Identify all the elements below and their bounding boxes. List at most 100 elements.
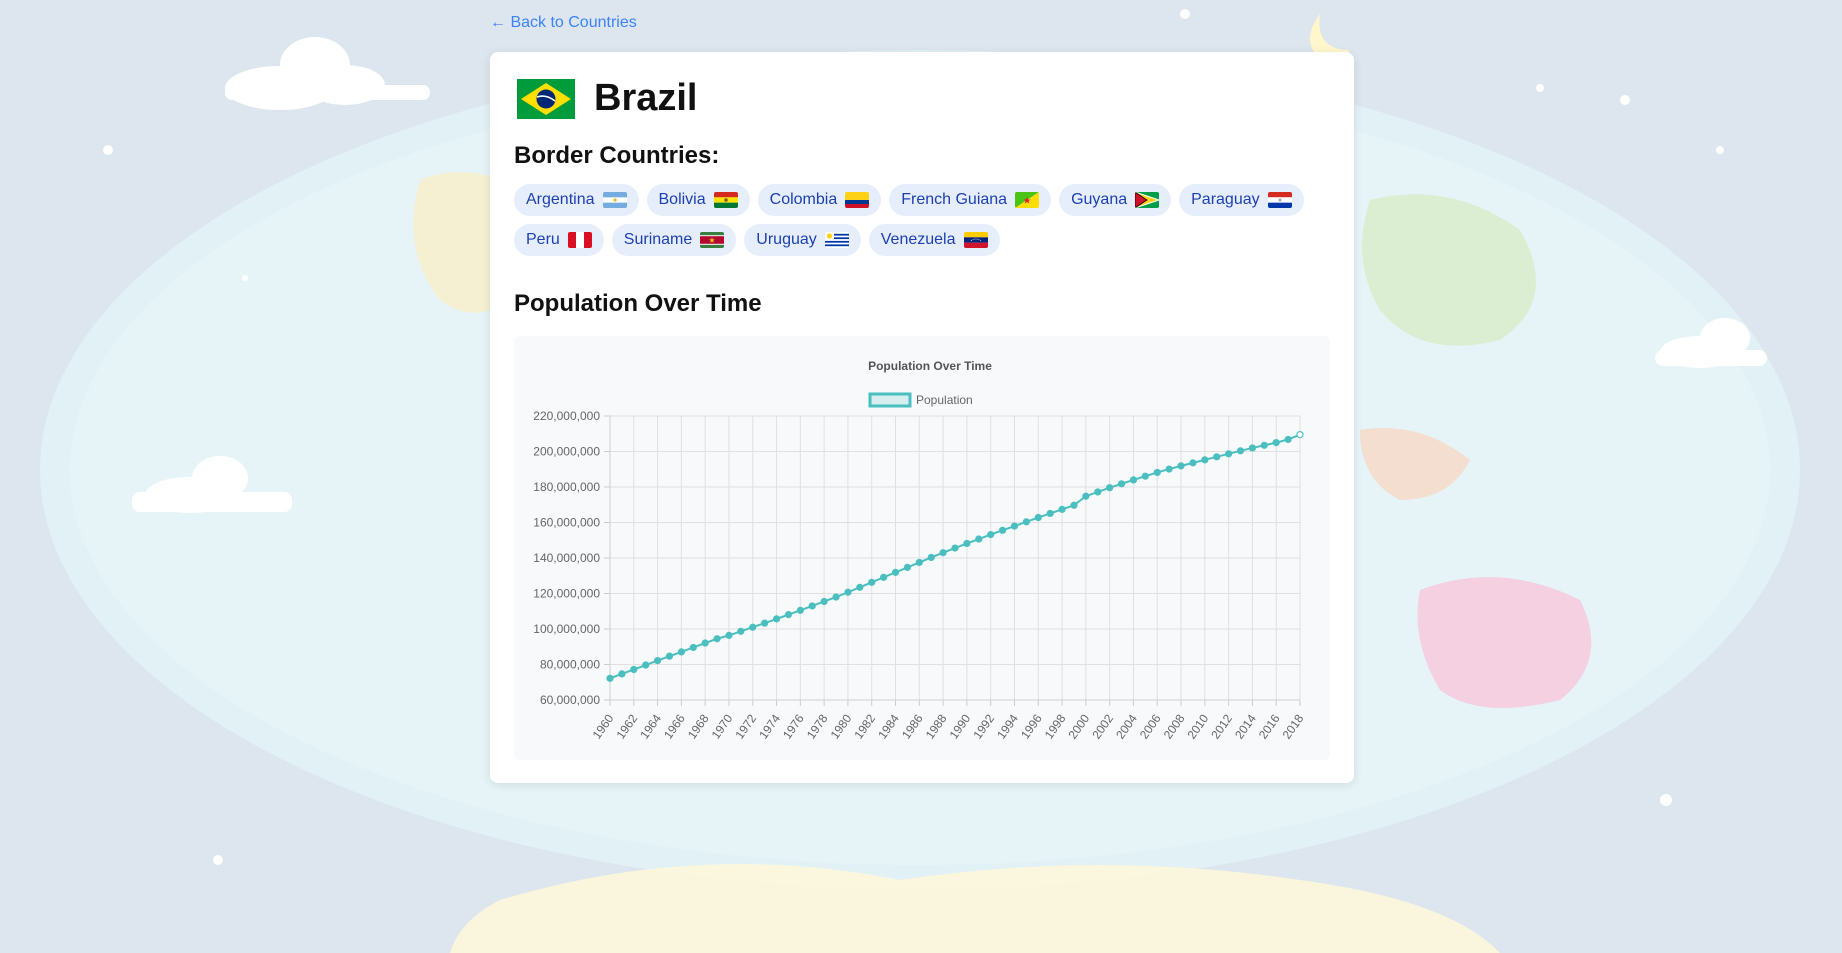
- x-tick-label: 1996: [1018, 711, 1045, 741]
- border-chip-guyana[interactable]: Guyana: [1059, 184, 1172, 216]
- x-tick-label: 2008: [1161, 711, 1188, 741]
- venezuela-flag-icon: [963, 232, 988, 248]
- data-point: [665, 652, 674, 660]
- border-chip-paraguay[interactable]: Paraguay: [1179, 184, 1304, 216]
- data-point: [1284, 435, 1292, 444]
- data-point: [1141, 472, 1149, 480]
- border-chip-label: Colombia: [769, 191, 838, 208]
- suriname-flag-icon: [700, 232, 725, 248]
- data-point: [653, 656, 662, 665]
- y-tick-label: 140,000,000: [533, 551, 600, 565]
- data-point: [784, 611, 793, 619]
- data-point: [1070, 501, 1078, 509]
- population-heading: Population Over Time: [514, 290, 762, 317]
- x-tick-label: 1990: [947, 711, 974, 741]
- y-tick-label: 180,000,000: [533, 480, 600, 494]
- border-chip-peru[interactable]: Peru: [514, 224, 604, 256]
- data-point: [1058, 505, 1066, 513]
- data-point: [927, 553, 935, 562]
- series-line-population: [609, 433, 1301, 680]
- french-guiana-flag-icon: [1015, 192, 1040, 208]
- country-detail-card: Brazil Border Countries: Argentina Boliv…: [490, 52, 1354, 783]
- y-tick-label: 100,000,000: [533, 622, 600, 636]
- data-point: [689, 643, 697, 652]
- data-point: [1248, 444, 1257, 452]
- y-tick-label: 60,000,000: [540, 693, 600, 707]
- x-tick-label: 1988: [923, 711, 950, 741]
- data-point: [1225, 450, 1233, 458]
- border-chip-colombia[interactable]: Colombia: [757, 184, 882, 216]
- data-point: [880, 573, 888, 581]
- data-point: [606, 674, 614, 682]
- bolivia-flag-icon: [713, 192, 738, 208]
- y-tick-label: 160,000,000: [533, 516, 600, 530]
- data-point: [868, 578, 876, 586]
- legend-label: Population: [916, 393, 973, 407]
- data-point: [796, 606, 804, 614]
- data-point: [1129, 476, 1138, 484]
- data-point: [951, 544, 959, 552]
- data-point: [1201, 456, 1209, 464]
- data-point: [761, 619, 769, 627]
- data-point: [725, 631, 733, 639]
- data-point: [737, 627, 745, 635]
- data-point: [1177, 462, 1185, 470]
- border-chip-label: Paraguay: [1191, 191, 1260, 208]
- back-to-countries-link[interactable]: ← Back to Countries: [490, 14, 637, 31]
- border-chip-bolivia[interactable]: Bolivia: [646, 184, 750, 216]
- colombia-flag-icon: [845, 192, 870, 208]
- border-chip-suriname[interactable]: Suriname: [611, 224, 737, 256]
- data-point: [1117, 480, 1126, 488]
- data-point: [975, 535, 983, 543]
- data-point: [856, 583, 864, 591]
- y-tick-label: 220,000,000: [533, 409, 600, 423]
- x-tick-label: 1960: [590, 711, 617, 741]
- border-countries-list: Argentina Bolivia Colombia French Guiana…: [514, 184, 1334, 256]
- data-point: [1272, 439, 1280, 447]
- data-point: [891, 568, 900, 576]
- data-point: [630, 665, 638, 674]
- x-tick-label: 2016: [1256, 711, 1283, 741]
- border-chip-label: Argentina: [526, 191, 595, 208]
- peru-flag-icon: [567, 232, 592, 248]
- data-point: [1153, 468, 1161, 477]
- x-tick-label: 1986: [899, 711, 926, 741]
- border-chip-label: Uruguay: [756, 231, 817, 248]
- border-chip-french-guiana[interactable]: French Guiana: [889, 184, 1052, 216]
- data-point: [1082, 492, 1090, 500]
- border-chip-uruguay[interactable]: Uruguay: [744, 224, 861, 256]
- data-point: [749, 623, 757, 631]
- border-chip-label: Guyana: [1071, 191, 1128, 208]
- data-point: [1094, 488, 1102, 496]
- border-chip-label: Peru: [526, 231, 560, 248]
- data-point: [915, 558, 923, 567]
- data-point: [987, 530, 995, 539]
- x-tick-label: 1970: [709, 711, 736, 741]
- x-tick-label: 2010: [1185, 711, 1212, 741]
- guyana-flag-icon: [1135, 192, 1160, 208]
- data-point: [1236, 447, 1245, 455]
- chart-title: Population Over Time: [868, 359, 992, 373]
- x-tick-label: 2004: [1113, 711, 1140, 741]
- data-point: [1046, 509, 1054, 518]
- data-point: [808, 602, 816, 610]
- x-tick-label: 2014: [1232, 711, 1259, 741]
- data-point: [844, 588, 852, 596]
- y-tick-label: 120,000,000: [533, 587, 600, 601]
- x-tick-label: 2002: [1089, 711, 1116, 741]
- data-point: [1022, 518, 1030, 526]
- x-tick-label: 1972: [732, 711, 759, 741]
- x-tick-label: 1992: [970, 711, 997, 741]
- data-point: [1165, 465, 1173, 473]
- population-chart-container: Population Over Time Population 60,000,000…: [514, 336, 1330, 760]
- border-chip-argentina[interactable]: Argentina: [514, 184, 639, 216]
- brazil-flag-icon: [517, 78, 575, 119]
- border-chip-venezuela[interactable]: Venezuela: [868, 224, 1000, 256]
- data-point: [963, 539, 971, 548]
- data-point: [998, 526, 1007, 534]
- x-tick-label: 1976: [780, 711, 807, 741]
- x-tick-label: 1980: [828, 711, 855, 741]
- x-tick-label: 2000: [1066, 711, 1093, 741]
- argentina-flag-icon: [602, 192, 627, 208]
- data-point: [701, 639, 709, 647]
